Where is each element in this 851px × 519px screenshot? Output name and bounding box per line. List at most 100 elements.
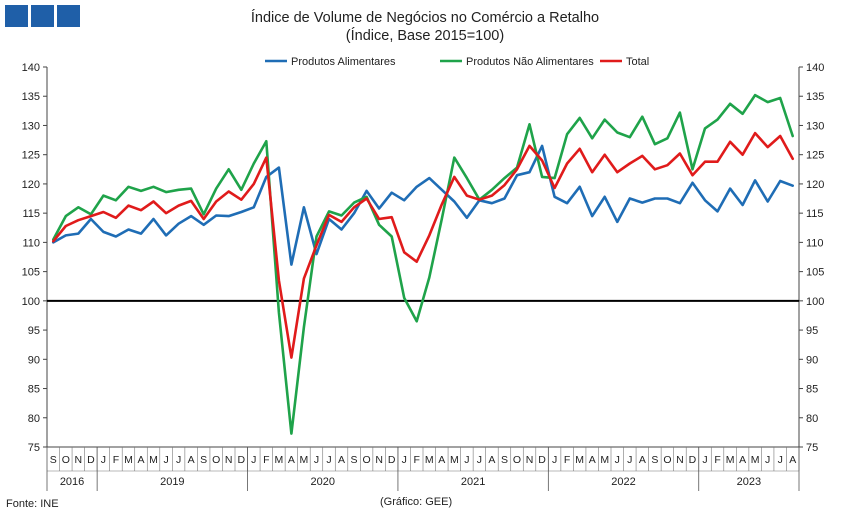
series-line-1: [51, 144, 795, 266]
y-tick-label-right: 95: [806, 325, 818, 337]
month-label: A: [639, 454, 646, 466]
y-tick-label-left: 85: [28, 384, 40, 396]
gee-logo: [5, 5, 80, 27]
year-label: 2020: [310, 476, 334, 488]
month-label: J: [702, 454, 707, 466]
legend-label: Produtos Não Alimentares: [466, 56, 594, 68]
chart-title: Índice de Volume de Negócios no Comércio…: [250, 10, 600, 26]
y-tick-label-right: 80: [806, 413, 818, 425]
month-label: F: [414, 454, 420, 466]
legend-label: Produtos Alimentares: [291, 56, 396, 68]
month-label: J: [477, 454, 482, 466]
y-tick-label-right: 110: [806, 237, 824, 249]
month-label: D: [388, 454, 396, 466]
month-label: A: [488, 454, 495, 466]
y-tick-label-right: 90: [806, 354, 818, 366]
legend-label: Total: [626, 56, 649, 68]
month-label: S: [501, 454, 508, 466]
month-label: M: [575, 454, 584, 466]
month-label: A: [739, 454, 746, 466]
month-label: A: [338, 454, 345, 466]
month-label: J: [765, 454, 770, 466]
series-line-3: [51, 131, 795, 359]
month-label: J: [251, 454, 256, 466]
month-label: F: [564, 454, 570, 466]
y-tick-label-left: 90: [28, 354, 40, 366]
month-label: A: [137, 454, 144, 466]
month-label: S: [651, 454, 658, 466]
y-tick-label-left: 95: [28, 325, 40, 337]
month-label: M: [600, 454, 609, 466]
month-label: O: [663, 454, 671, 466]
month-label: M: [274, 454, 283, 466]
month-label: A: [288, 454, 295, 466]
month-label: A: [188, 454, 195, 466]
y-tick-label-left: 130: [22, 120, 40, 132]
year-label: 2022: [611, 476, 635, 488]
y-tick-label-right: 75: [806, 442, 818, 454]
source-note: Fonte: INE: [6, 498, 59, 510]
month-label: S: [351, 454, 358, 466]
month-label: J: [627, 454, 632, 466]
month-label: J: [314, 454, 319, 466]
month-label: M: [726, 454, 735, 466]
month-label: N: [526, 454, 534, 466]
month-label: N: [375, 454, 383, 466]
month-label: A: [789, 454, 796, 466]
month-label: D: [689, 454, 697, 466]
month-label: A: [438, 454, 445, 466]
y-tick-label-right: 125: [806, 150, 824, 162]
month-label: O: [212, 454, 220, 466]
year-label: 2023: [737, 476, 761, 488]
y-tick-label-right: 100: [806, 296, 824, 308]
logo-block: [5, 5, 28, 27]
y-tick-label-right: 120: [806, 179, 824, 191]
credit-note: (Gráfico: GEE): [380, 496, 453, 508]
year-label: 2019: [160, 476, 184, 488]
y-tick-label-left: 100: [22, 296, 40, 308]
month-label: F: [263, 454, 269, 466]
month-label: M: [300, 454, 309, 466]
month-label: F: [113, 454, 119, 466]
year-label: 2021: [461, 476, 485, 488]
month-label: J: [615, 454, 620, 466]
month-label: A: [589, 454, 596, 466]
month-label: J: [176, 454, 181, 466]
month-label: J: [163, 454, 168, 466]
month-label: S: [50, 454, 57, 466]
chart-subtitle: (Índice, Base 2015=100): [345, 28, 505, 44]
y-tick-label-left: 135: [22, 91, 40, 103]
logo-block: [31, 5, 54, 27]
month-label: M: [450, 454, 459, 466]
y-tick-label-left: 120: [22, 179, 40, 191]
month-label: J: [101, 454, 106, 466]
year-label: 2016: [60, 476, 84, 488]
month-label: J: [326, 454, 331, 466]
month-label: M: [751, 454, 760, 466]
month-label: D: [538, 454, 546, 466]
y-tick-label-right: 135: [806, 91, 824, 103]
y-tick-label-right: 115: [806, 208, 824, 220]
month-label: N: [225, 454, 233, 466]
chart-title-block: Índice de Volume de Negócios no Comércio…: [180, 9, 670, 45]
month-label: D: [87, 454, 95, 466]
y-tick-label-right: 140: [806, 62, 824, 74]
month-label: M: [124, 454, 133, 466]
y-tick-label-left: 105: [22, 267, 40, 279]
month-label: S: [200, 454, 207, 466]
month-label: M: [149, 454, 158, 466]
series-line-2: [51, 93, 795, 435]
month-label: N: [676, 454, 684, 466]
month-label: M: [425, 454, 434, 466]
month-label: O: [363, 454, 371, 466]
y-tick-label-right: 130: [806, 120, 824, 132]
month-label: O: [513, 454, 521, 466]
y-tick-label-left: 140: [22, 62, 40, 74]
y-tick-label-left: 115: [22, 208, 40, 220]
month-label: N: [75, 454, 83, 466]
y-tick-label-right: 85: [806, 384, 818, 396]
month-label: J: [778, 454, 783, 466]
month-label: J: [464, 454, 469, 466]
y-tick-label-left: 110: [22, 237, 40, 249]
